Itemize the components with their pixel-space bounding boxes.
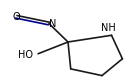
Text: NH: NH — [101, 23, 116, 33]
Text: HO: HO — [18, 50, 33, 60]
Text: N: N — [49, 18, 56, 29]
Text: O: O — [13, 12, 20, 22]
